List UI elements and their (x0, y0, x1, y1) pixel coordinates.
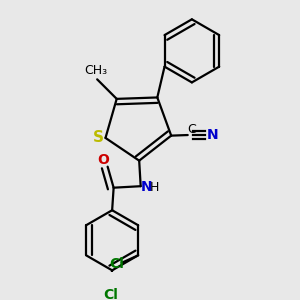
Text: S: S (92, 130, 104, 146)
Text: Cl: Cl (109, 257, 124, 271)
Text: C: C (187, 123, 196, 136)
Text: N: N (140, 180, 152, 194)
Text: O: O (97, 153, 109, 167)
Text: Cl: Cl (103, 288, 118, 300)
Text: CH₃: CH₃ (84, 64, 107, 77)
Text: H: H (150, 181, 159, 194)
Text: N: N (207, 128, 218, 142)
